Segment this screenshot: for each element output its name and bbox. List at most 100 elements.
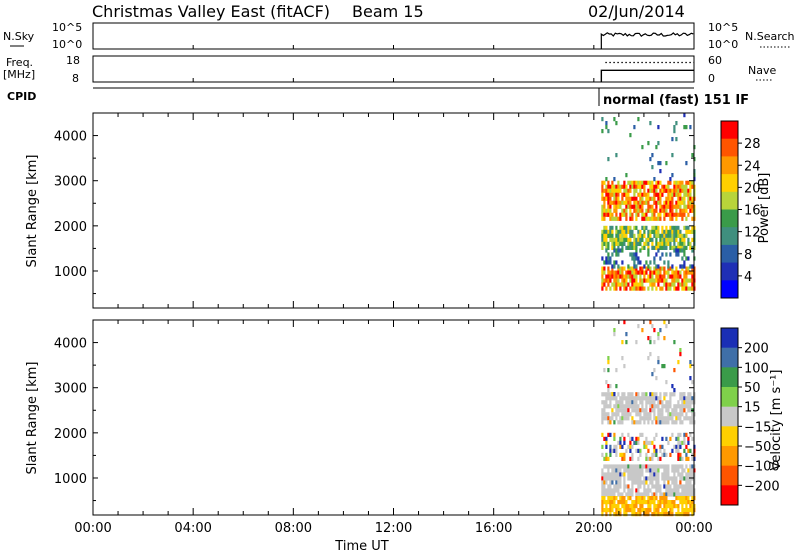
heatmap-cell: [687, 492, 690, 497]
heatmap-cell: [605, 208, 608, 213]
heatmap-cell: [645, 180, 648, 185]
heatmap-cell: [691, 500, 694, 505]
heatmap-cell: [647, 484, 650, 489]
heatmap-cell: [601, 476, 604, 481]
heatmap-cell: [603, 233, 606, 238]
heatmap-cell: [647, 420, 650, 425]
heatmap-cell: [615, 241, 618, 246]
heatmap-cell: [625, 212, 628, 217]
heatmap-cell: [663, 512, 666, 517]
heatmap-cell: [641, 480, 644, 485]
heatmap-cell: [667, 237, 670, 242]
heatmap-cell: [635, 188, 638, 193]
heatmap-cell: [685, 416, 688, 421]
heatmap-cell: [651, 496, 654, 501]
heatmap-cell: [623, 468, 626, 473]
heatmap-cell: [679, 484, 682, 489]
heatmap-cell: [615, 400, 618, 405]
heatmap-cell: [683, 508, 686, 513]
heatmap-cell: [657, 141, 660, 146]
heatmap-cell: [617, 392, 620, 397]
heatmap-cell: [641, 212, 644, 217]
heatmap-cell: [689, 464, 692, 469]
heatmap-cell: [607, 212, 610, 217]
heatmap-cell: [657, 408, 660, 413]
heatmap-cell: [641, 208, 644, 213]
heatmap-cell: [603, 408, 606, 413]
heatmap-cell: [677, 225, 680, 230]
heatmap-cell: [689, 396, 692, 401]
heatmap-cell: [675, 468, 678, 473]
heatmap-cell: [609, 384, 612, 389]
heatmap-cell: [659, 208, 662, 213]
heatmap-cell: [687, 396, 690, 401]
heatmap-cell: [613, 504, 616, 509]
heatmap-cell: [643, 278, 646, 283]
heatmap-cell: [663, 452, 666, 457]
heatmap-cell: [685, 204, 688, 209]
heatmap-cell: [625, 200, 628, 205]
heatmap-cell: [671, 468, 674, 473]
heatmap-cell: [657, 225, 660, 230]
heatmap-cell: [647, 237, 650, 242]
heatmap-cell: [653, 400, 656, 405]
heatmap-cell: [647, 456, 650, 461]
heatmap-cell: [615, 208, 618, 213]
heatmap-cell: [683, 488, 686, 493]
heatmap-cell: [635, 252, 638, 257]
heatmap-cell: [615, 444, 618, 449]
heatmap-cell: [605, 212, 608, 217]
heatmap-cell: [685, 188, 688, 193]
heatmap-cell: [683, 188, 686, 193]
heatmap-cell: [601, 488, 604, 493]
heatmap-cell: [651, 408, 654, 413]
heatmap-cell: [607, 278, 610, 283]
heatmap-cell: [649, 464, 652, 469]
heatmap-cell: [621, 260, 624, 265]
heatmap-cell: [601, 241, 604, 246]
heatmap-cell: [633, 286, 636, 291]
heatmap-cell: [603, 508, 606, 513]
heatmap-cell: [641, 237, 644, 242]
heatmap-cell: [637, 476, 640, 481]
heatmap-cell: [633, 396, 636, 401]
heatmap-cell: [625, 188, 628, 193]
heatmap-cell: [663, 320, 666, 325]
heatmap-cell: [609, 500, 612, 505]
heatmap-cell: [679, 270, 682, 275]
heatmap-cell: [689, 392, 692, 397]
heatmap-cell: [621, 208, 624, 213]
heatmap-cell: [613, 196, 616, 201]
heatmap-cell: [637, 237, 640, 242]
heatmap-cell: [659, 416, 662, 421]
heatmap-cell: [643, 200, 646, 205]
heatmap-cell: [601, 212, 604, 217]
heatmap-cell: [651, 180, 654, 185]
heatmap-cell: [689, 286, 692, 291]
y-tick-label: 2000: [54, 427, 87, 442]
heatmap-cell: [647, 196, 650, 201]
heatmap-cell: [667, 488, 670, 493]
heatmap-cell: [683, 282, 686, 287]
heatmap-cell: [611, 492, 614, 497]
heatmap-cell: [663, 464, 666, 469]
heatmap-cell: [689, 416, 692, 421]
heatmap-cell: [681, 404, 684, 409]
heatmap-cell: [611, 508, 614, 513]
heatmap-cell: [659, 212, 662, 217]
heatmap-cell: [651, 396, 654, 401]
heatmap-cell: [607, 464, 610, 469]
heatmap-cell: [673, 188, 676, 193]
heatmap-cell: [673, 412, 676, 417]
heatmap-cell: [677, 444, 680, 449]
heatmap-cell: [631, 476, 634, 481]
heatmap-cell: [673, 388, 676, 393]
heatmap-cell: [607, 360, 610, 365]
x-tick-label: 04:00: [174, 521, 211, 536]
heatmap-cell: [651, 153, 654, 158]
heatmap-cell: [641, 216, 644, 221]
heatmap-cell: [635, 180, 638, 185]
heatmap-cell: [673, 180, 676, 185]
heatmap-cell: [615, 196, 618, 201]
